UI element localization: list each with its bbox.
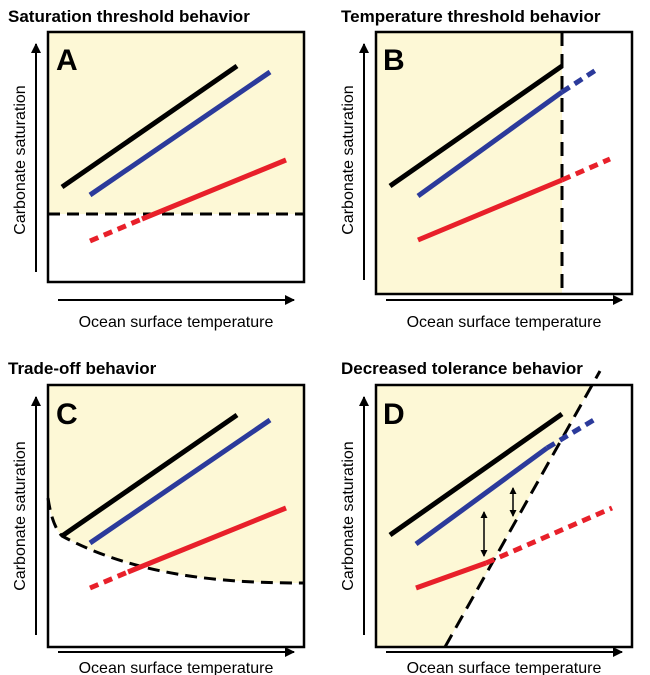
panel-b-title: Temperature threshold behavior <box>341 7 601 26</box>
panel-d-frame <box>374 383 634 649</box>
panel-b-shaded-region <box>376 32 562 294</box>
panel-d-title: Decreased tolerance behavior <box>341 359 583 378</box>
panel-a: Saturation threshold behavior A Ocean su… <box>8 7 306 331</box>
panel-d-letter: D <box>383 398 405 431</box>
panel-c: Trade-off behavior C Ocean surface tempe… <box>8 359 306 675</box>
panel-c-ylabel: Carbonate saturation <box>12 441 29 590</box>
panel-b: Temperature threshold behavior B Ocean s… <box>340 7 634 331</box>
panel-c-red-line-solid <box>127 505 287 575</box>
panel-a-letter: A <box>56 44 78 77</box>
panel-d-blue-line-dashed <box>545 415 599 451</box>
panel-a-title: Saturation threshold behavior <box>8 7 250 26</box>
panel-c-frame <box>46 383 306 649</box>
panel-b-black-line <box>388 63 564 189</box>
panel-c-black-line <box>60 412 239 539</box>
panel-a-shaded-region <box>48 32 304 214</box>
panel-b-blue-line-dashed <box>560 67 598 95</box>
panel-a-xlabel: Ocean surface temperature <box>79 314 274 331</box>
panel-c-blue-line <box>88 417 272 546</box>
panel-d-black-line <box>388 411 564 538</box>
panel-a-ylabel: Carbonate saturation <box>12 85 29 234</box>
panel-a-red-line-dashed <box>89 216 143 244</box>
panel-a-black-line <box>60 63 239 190</box>
panel-c-letter: C <box>56 398 78 431</box>
panel-c-tradeoff-curve <box>46 497 305 585</box>
panel-b-xlabel: Ocean surface temperature <box>407 314 602 331</box>
panel-a-blue-line <box>88 69 272 198</box>
panel-c-red-line-dashed <box>89 569 129 591</box>
panel-a-frame <box>46 30 306 284</box>
panel-d-red-line-dashed <box>484 505 614 566</box>
panel-c-xlabel: Ocean surface temperature <box>79 660 274 675</box>
panel-b-letter: B <box>383 44 405 77</box>
panel-c-title: Trade-off behavior <box>8 359 157 378</box>
panel-d: Decreased tolerance behavior D Ocean sur… <box>340 359 634 675</box>
panel-d-threshold-line <box>443 370 602 648</box>
panel-b-red-line-dashed <box>560 156 612 183</box>
panel-b-blue-line-solid <box>416 89 564 199</box>
panel-d-ylabel: Carbonate saturation <box>340 441 357 590</box>
panel-d-xlabel: Ocean surface temperature <box>407 660 602 675</box>
panel-d-blue-line-solid <box>414 445 549 547</box>
panel-a-red-line-solid <box>141 157 287 222</box>
panel-b-frame <box>374 30 634 296</box>
panel-b-ylabel: Carbonate saturation <box>340 85 357 234</box>
panel-b-red-line-solid <box>417 177 563 243</box>
panel-d-red-line-solid <box>415 560 487 591</box>
